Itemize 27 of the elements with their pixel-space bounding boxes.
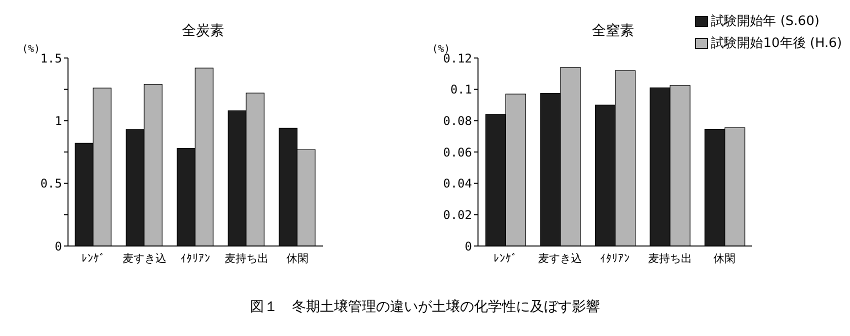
y-tick-label: 0.5 [40, 176, 62, 191]
y-axis-title: (%) [22, 44, 40, 55]
legend-label: 試験開始10年後 (H.6) [711, 35, 842, 52]
x-tick-label: 休閑 [286, 252, 308, 265]
y-tick-label: 0 [54, 239, 62, 254]
y-tick-label: 0 [464, 239, 472, 254]
y-tick-label: 0.06 [443, 145, 472, 160]
y-tick-label: 0.08 [443, 114, 472, 128]
y-axis-title: (%) [432, 44, 450, 55]
x-tick-label: 麦すき込 [538, 252, 582, 265]
y-tick-label: 1.5 [40, 51, 62, 66]
x-tick-label: ｲﾀﾘｱﾝ [180, 252, 210, 265]
caption: 図１ 冬期土壌管理の違いが土壌の化学性に及ぼす影響 [249, 298, 601, 316]
legend-label: 試験開始年 (S.60) [711, 13, 820, 30]
y-tick-label: 0.04 [443, 176, 472, 191]
x-tick-label: ｲﾀﾘｱﾝ [600, 252, 630, 265]
x-tick-label: 麦持ち出 [224, 252, 268, 265]
x-tick-label: 休閑 [714, 252, 736, 265]
y-tick-label: 0.02 [443, 208, 472, 222]
chart-title: 全炭素 [181, 22, 225, 40]
x-tick-label: 麦すき込 [122, 252, 166, 265]
y-tick-label: 0.1 [450, 82, 472, 97]
x-tick-label: ﾚﾝｹﾞ [493, 252, 518, 265]
y-tick-label: 1 [54, 114, 62, 128]
chart-title: 全窒素 [592, 23, 634, 39]
x-tick-label: 麦持ち出 [648, 252, 692, 265]
x-tick-label: ﾚﾝｹﾞ [82, 252, 106, 265]
